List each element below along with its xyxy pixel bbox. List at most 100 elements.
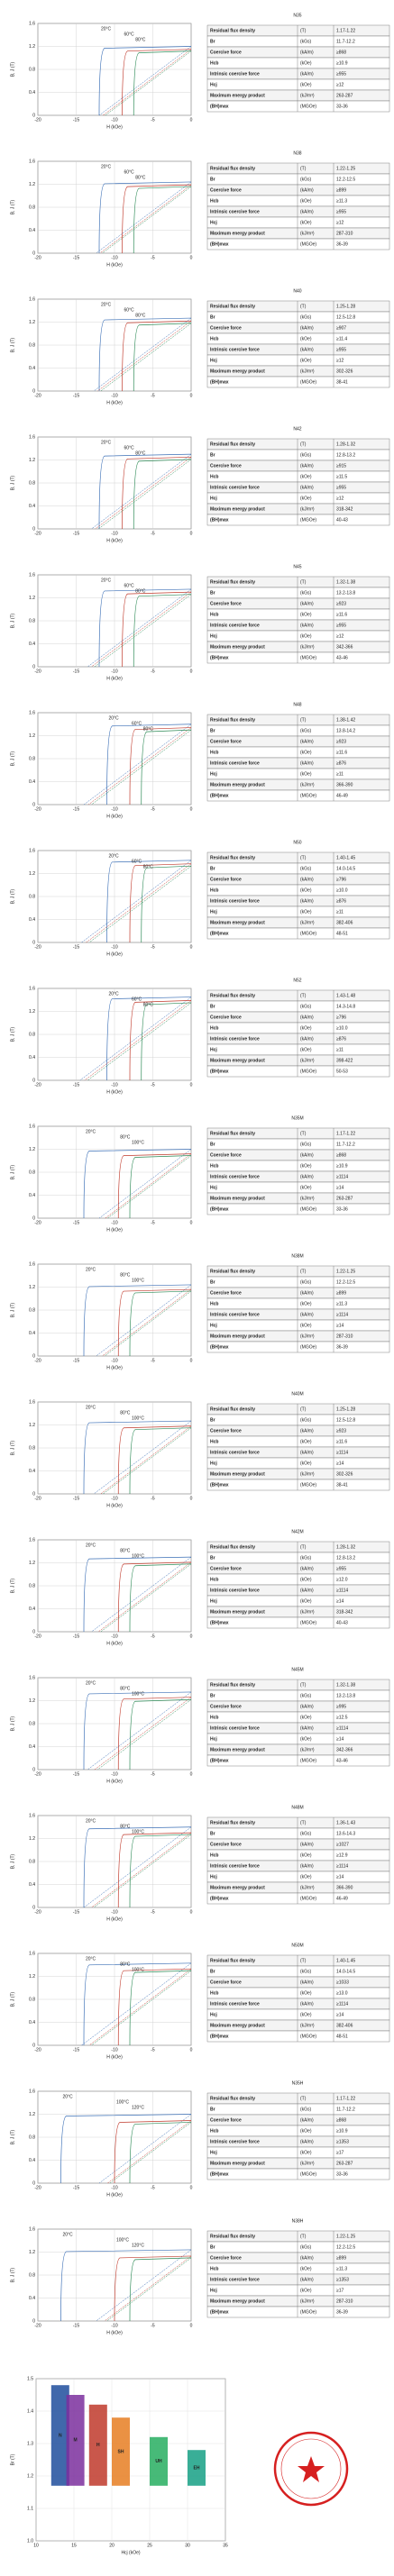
j-curve <box>129 727 192 806</box>
x-tick-label: -20 <box>34 531 41 536</box>
curve-label: 80°C <box>120 1962 131 1967</box>
x-tick-label: -20 <box>34 1634 41 1639</box>
y-axis-label: B, J (T) <box>10 1302 15 1317</box>
x-tick-label: -5 <box>151 1909 155 1915</box>
row-value: ≥11.4 <box>336 336 347 341</box>
y-tick-label: 0 <box>32 1905 35 1910</box>
b-curve <box>104 2255 192 2322</box>
row-label: Residual flux density <box>210 1406 255 1412</box>
row-unit: (kOe) <box>300 60 312 66</box>
x-tick-label: -20 <box>34 1220 41 1225</box>
row-value: 12.8-13.2 <box>336 452 355 458</box>
j-curve <box>117 1561 192 1633</box>
x-axis-label: H (kOe) <box>106 2330 123 2335</box>
x-tick-label: -20 <box>34 1771 41 1777</box>
row-unit: (kOe) <box>300 358 312 363</box>
y-tick-label: 1.2 <box>27 2473 33 2479</box>
curve-label: 60°C <box>132 997 142 1002</box>
x-tick-label: -10 <box>111 1496 117 1501</box>
y-tick-label: 0.4 <box>29 1469 35 1474</box>
curve-label: 20°C <box>109 991 120 997</box>
row-label: (BH)max <box>210 379 229 385</box>
row-unit: (kGs) <box>300 452 312 458</box>
x-tick-label: -15 <box>73 393 79 398</box>
row-unit: (MGOe) <box>300 104 316 109</box>
x-tick-label: -20 <box>34 669 41 674</box>
row-unit: (kOe) <box>300 1323 312 1328</box>
row-label: Hcb <box>210 60 218 66</box>
x-tick-label: -5 <box>151 255 155 260</box>
row-label: Residual flux density <box>210 993 255 998</box>
j-curve <box>83 1556 192 1633</box>
stamp-inner <box>280 2438 342 2499</box>
row-label: Br <box>210 39 215 44</box>
x-tick-label: 0 <box>190 1082 193 1088</box>
row-unit: (kOe) <box>300 612 312 617</box>
row-unit: (MGOe) <box>300 655 316 660</box>
x-tick-label: -10 <box>111 1771 117 1777</box>
row-unit: (MGOe) <box>300 379 316 385</box>
row-value: 36-39 <box>336 241 348 247</box>
row-unit: (kOe) <box>300 1990 312 1996</box>
row-value: ≥876 <box>336 898 346 904</box>
row-value: ≥1353 <box>336 2277 349 2282</box>
x-tick-label: 0 <box>190 944 193 950</box>
j-curve <box>133 594 192 668</box>
row-value: ≥10.9 <box>336 2128 348 2134</box>
row-label: Hcj <box>210 82 217 87</box>
row-unit: (kA/m) <box>300 463 314 469</box>
row-unit: (kOe) <box>300 2266 312 2271</box>
b-curve <box>96 181 192 254</box>
row-value: ≥955 <box>336 623 346 628</box>
row-unit: (kJ/m³) <box>300 2023 315 2028</box>
row-value: 342-366 <box>336 644 353 650</box>
y-tick-label: 0.4 <box>29 1055 35 1060</box>
y-tick-label: 1.2 <box>29 871 35 877</box>
x-tick-label: 0 <box>190 2323 193 2328</box>
row-unit: (T) <box>300 717 307 723</box>
j-curve <box>106 860 192 943</box>
row-value: ≥876 <box>336 1036 346 1042</box>
y-axis-label: B, J (T) <box>10 1026 15 1042</box>
y-tick-label: 0 <box>32 1491 35 1497</box>
x-tick-label: -5 <box>151 2323 155 2328</box>
table-row <box>206 2125 390 2137</box>
row-unit: (kA/m) <box>300 1015 314 1020</box>
x-tick-label: -20 <box>34 944 41 950</box>
row-unit: (kOe) <box>300 1577 312 1582</box>
x-tick-label: 25 <box>147 2543 152 2548</box>
x-tick-label: -15 <box>73 117 79 123</box>
y-tick-label: 0.8 <box>29 1307 35 1313</box>
curve-label: 20°C <box>109 853 120 859</box>
row-value: 263-287 <box>336 2161 353 2166</box>
row-unit: (kA/m) <box>300 739 314 744</box>
row-unit: (T) <box>300 1958 307 1963</box>
j-curve <box>106 997 192 1081</box>
y-tick-label: 1.5 <box>27 2376 33 2381</box>
x-tick-label: -15 <box>73 1220 79 1225</box>
row-label: Intrinsic coercive force <box>210 485 260 490</box>
table-row <box>206 630 390 642</box>
row-value: 50-53 <box>336 1069 348 1074</box>
row-unit: (T) <box>300 1131 307 1136</box>
b-curve <box>102 186 192 254</box>
curve-label: 80°C <box>135 37 146 42</box>
x-tick-label: -20 <box>34 393 41 398</box>
j-curve <box>129 2257 192 2322</box>
row-value: 36-39 <box>336 2309 348 2315</box>
row-unit: (kOe) <box>300 1461 312 1466</box>
row-label: (BH)max <box>210 1069 229 1074</box>
b-curve <box>99 184 192 254</box>
row-value: 43-46 <box>336 1758 348 1763</box>
row-unit: (kGs) <box>300 314 312 320</box>
row-unit: (kJ/m³) <box>300 2161 315 2166</box>
row-label: Coercive force <box>210 1980 242 1985</box>
y-tick-label: 1.2 <box>29 1009 35 1015</box>
row-label: Residual flux density <box>210 2234 255 2239</box>
row-unit: (kOe) <box>300 82 312 87</box>
y-tick-label: 0.4 <box>29 1882 35 1888</box>
x-tick-label: -10 <box>111 255 117 260</box>
row-label: Residual flux density <box>210 1682 255 1688</box>
grade-title: N52 <box>293 978 301 983</box>
y-tick-label: 0 <box>32 940 35 945</box>
